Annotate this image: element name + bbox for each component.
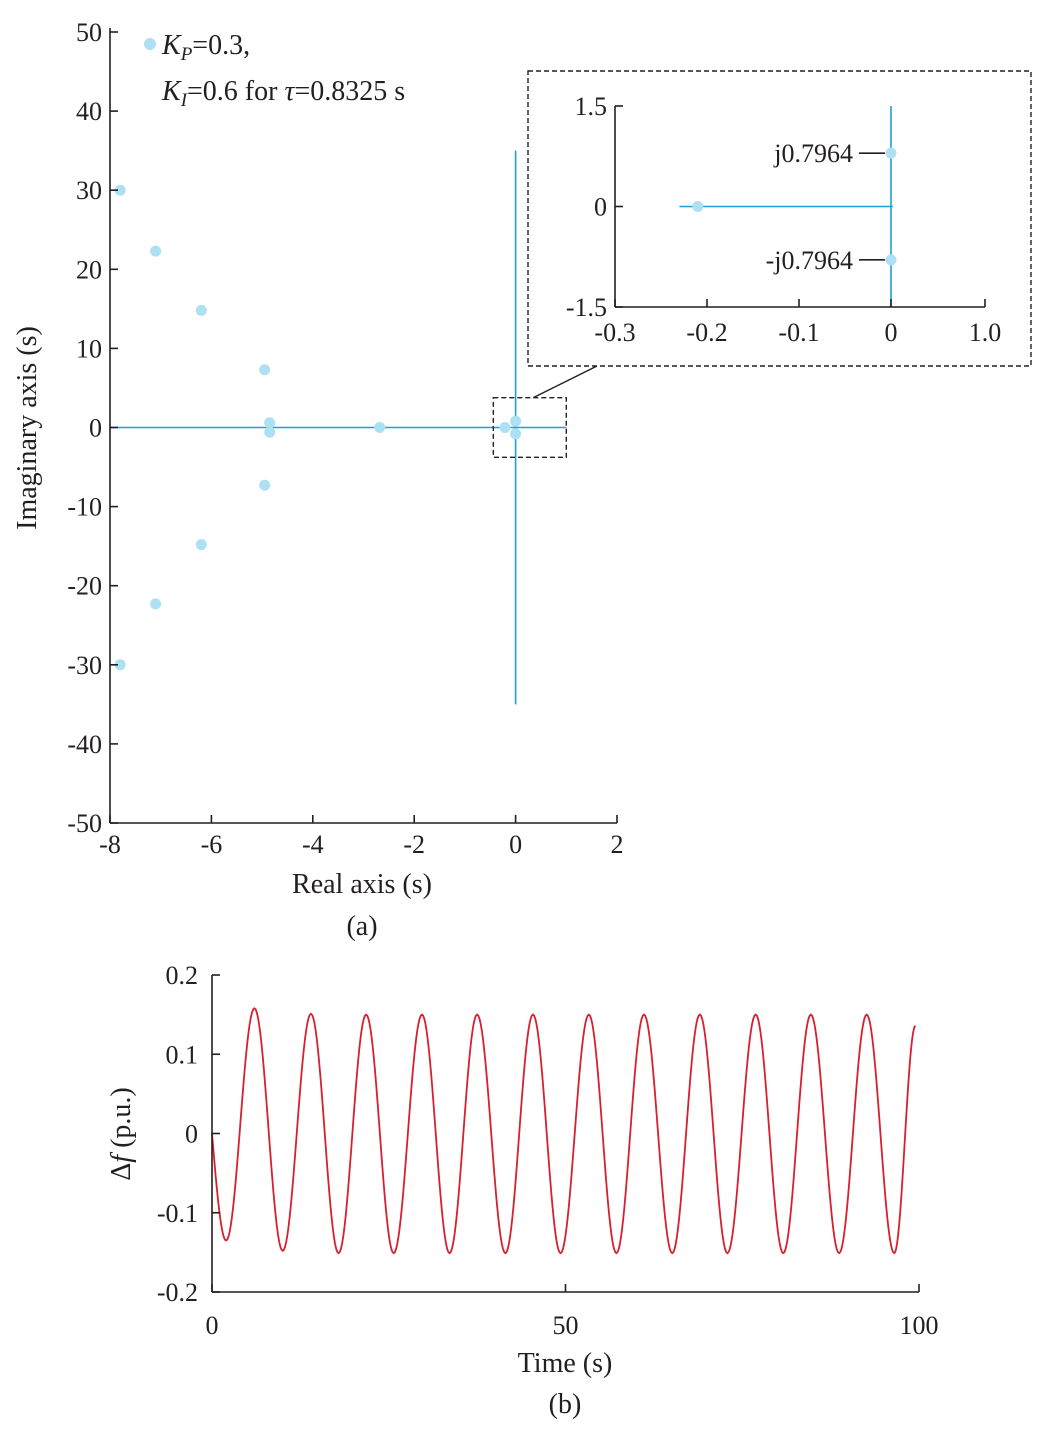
pole-point xyxy=(195,539,207,551)
x-tick-label: -8 xyxy=(99,830,121,859)
y-tick-label: 40 xyxy=(76,97,102,126)
inset-x-tick-label: -0.1 xyxy=(778,318,819,347)
annotation-label: j0.7964 xyxy=(773,139,853,168)
pole-point xyxy=(499,422,511,433)
panel-b-xlabel: Time (s) xyxy=(518,1348,613,1379)
x-tick-label: 0 xyxy=(509,830,522,859)
y-tick-label: 30 xyxy=(76,176,102,205)
y-tick-label: -10 xyxy=(67,493,102,522)
inset-y-tick-label: 0 xyxy=(594,193,607,222)
locus-lines xyxy=(110,150,567,705)
pole-point xyxy=(264,417,276,429)
pole-point xyxy=(114,659,126,671)
zoom-connector xyxy=(533,365,598,399)
annotation-label: -j0.7964 xyxy=(766,246,853,275)
pole-point xyxy=(114,184,126,196)
legend-line-1: KP=0.3, xyxy=(161,30,250,65)
pole-point xyxy=(195,304,207,316)
b-y-tick-label: -0.1 xyxy=(157,1199,198,1228)
panel-b-axes xyxy=(211,975,919,1293)
pole-point xyxy=(150,245,162,257)
panel-a-axes xyxy=(109,28,617,824)
panel-a-ylabel: Imaginary axis (s) xyxy=(12,326,43,530)
pole-point xyxy=(150,598,162,610)
inset: -0.3 -0.2 -0.1 0 1.0 1.5 0 -1.5 j0.7964 -j0.796… xyxy=(527,70,1032,367)
inset-pole-points xyxy=(692,147,897,266)
y-tick-label: -30 xyxy=(67,651,102,680)
inset-pole-point xyxy=(692,201,704,212)
legend-line-2: KI=0.6 for τ=0.8325 s xyxy=(161,76,405,111)
x-tick-label: -2 xyxy=(403,830,425,859)
legend-marker xyxy=(144,38,156,50)
zoom-box xyxy=(492,396,568,459)
panel-a-caption: (a) xyxy=(346,911,377,942)
x-tick-label: -6 xyxy=(201,830,223,859)
b-x-tick-label: 50 xyxy=(553,1311,579,1340)
panel-b-yticks: 0.2 0.1 0 -0.1 -0.2 xyxy=(157,961,220,1307)
b-y-tick-label: 0.2 xyxy=(166,961,199,990)
y-tick-label: 20 xyxy=(76,255,102,284)
b-x-tick-label: 0 xyxy=(206,1311,219,1340)
pole-point xyxy=(259,364,271,376)
pole-point xyxy=(264,426,276,438)
panel-b-caption: (b) xyxy=(549,1389,582,1420)
pole-point xyxy=(510,415,522,427)
y-tick-label: 50 xyxy=(76,18,102,47)
inset-x-tick-label: 1.0 xyxy=(969,318,1002,347)
inset-x-tick-label: -0.2 xyxy=(686,318,727,347)
y-tick-label: 0 xyxy=(89,414,102,443)
panel-b-xticks: 0 50 100 xyxy=(206,1284,939,1340)
b-x-tick-label: 100 xyxy=(900,1311,939,1340)
b-y-tick-label: 0.1 xyxy=(166,1040,199,1069)
panel-a-xticks: -8 -6 -4 -2 0 2 xyxy=(99,815,624,859)
pole-point xyxy=(374,422,386,433)
inset-frame xyxy=(527,70,1032,367)
pole-point xyxy=(510,428,522,440)
y-tick-label: 10 xyxy=(76,334,102,363)
inset-yticks: 1.5 0 -1.5 xyxy=(566,92,623,322)
inset-xticks: -0.3 -0.2 -0.1 0 1.0 xyxy=(594,299,1001,347)
inset-pole-point xyxy=(885,147,897,159)
b-y-tick-label: -0.2 xyxy=(157,1278,198,1307)
b-y-tick-label: 0 xyxy=(185,1120,198,1149)
x-tick-label: 2 xyxy=(611,830,624,859)
inset-pole-point xyxy=(885,254,897,266)
inset-y-tick-label: 1.5 xyxy=(575,92,608,121)
y-tick-label: -40 xyxy=(67,730,102,759)
inset-x-tick-label: -0.3 xyxy=(594,318,635,347)
inset-x-tick-label: 0 xyxy=(885,318,898,347)
panel-b-ylabel: Δf (p.u.) xyxy=(106,1087,137,1180)
inset-locus-lines xyxy=(679,106,893,307)
y-tick-label: -50 xyxy=(67,809,102,838)
response-line xyxy=(211,1007,917,1255)
panel-a-yticks: 50 40 30 20 10 0 -10 -20 -30 -40 -50 xyxy=(67,18,118,838)
pole-points xyxy=(114,184,522,671)
pole-point xyxy=(259,479,271,491)
x-tick-label: -4 xyxy=(302,830,324,859)
inset-y-tick-label: -1.5 xyxy=(566,293,607,322)
inset-annotations: j0.7964 -j0.7964 xyxy=(766,139,885,275)
y-tick-label: -20 xyxy=(67,572,102,601)
panel-a-xlabel: Real axis (s) xyxy=(292,869,432,900)
panel-b: 0 50 100 0.2 0.1 0 -0.1 -0.2 Time (s) Δf (p.u.… xyxy=(106,961,939,1420)
